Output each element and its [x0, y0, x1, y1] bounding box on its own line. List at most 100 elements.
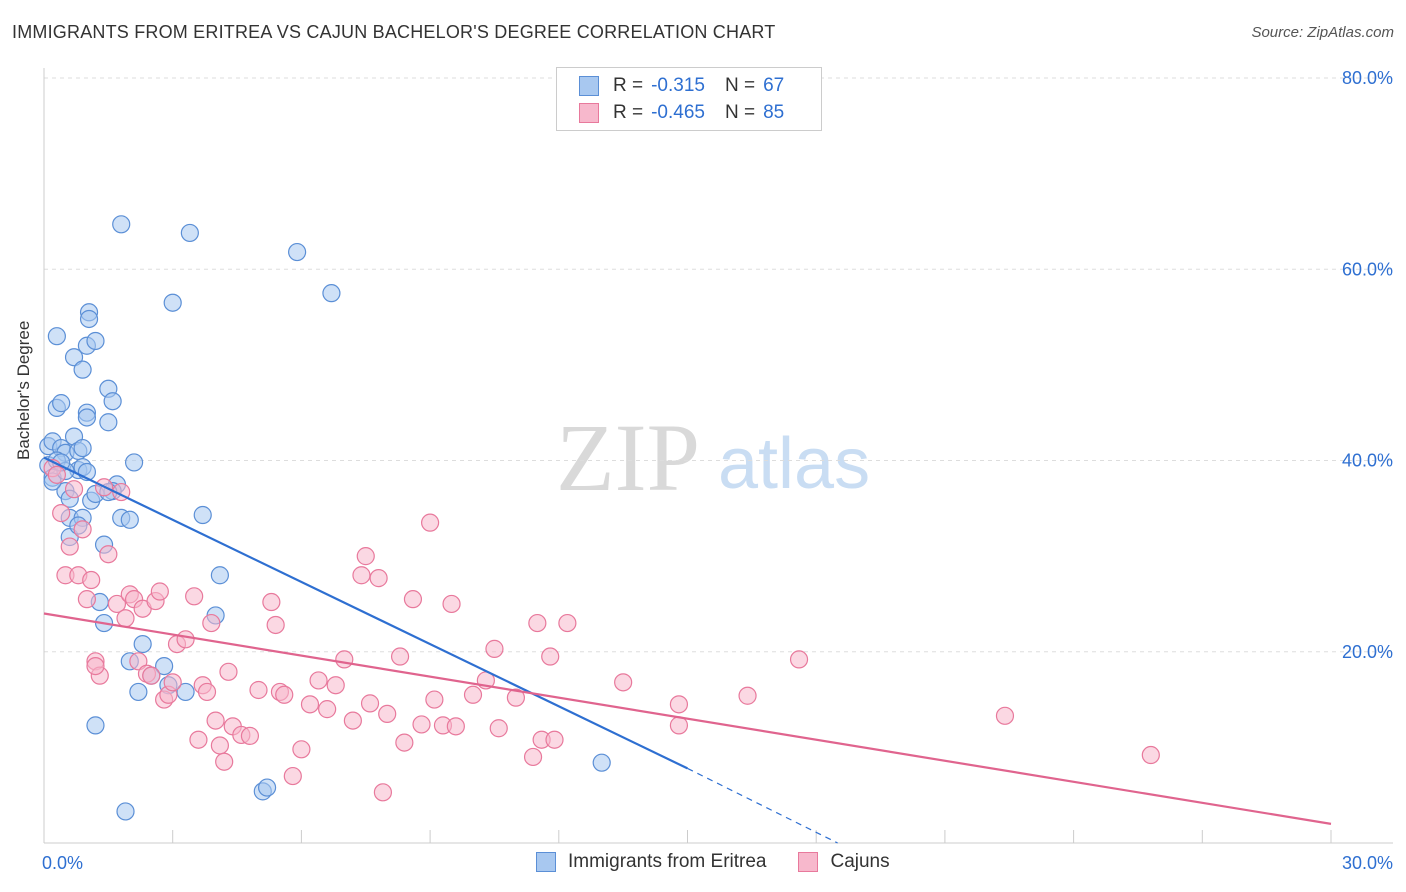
y-tick-label: 20.0% [1342, 642, 1393, 662]
point-cajuns [206, 711, 225, 730]
point-cajuns [309, 671, 328, 690]
point-cajuns [176, 630, 195, 649]
point-eritrea [322, 284, 341, 303]
point-cajuns [360, 694, 380, 713]
point-cajuns [86, 656, 105, 676]
point-cajuns [369, 569, 388, 588]
point-cajuns [189, 730, 208, 749]
point-eritrea [77, 408, 97, 427]
point-eritrea [592, 753, 611, 772]
point-cajuns [240, 726, 260, 746]
point-eritrea [47, 327, 66, 346]
x-tick-label-max: 30.0% [1342, 853, 1393, 873]
point-cajuns [395, 733, 414, 752]
point-cajuns [326, 676, 345, 695]
point-eritrea [86, 331, 105, 351]
series-swatch-eritrea [536, 852, 556, 872]
legend-r-value: -0.465 [651, 102, 705, 123]
point-cajuns [249, 680, 268, 700]
series-label-cajuns: Cajuns [830, 851, 890, 872]
correlation-legend: R = -0.315 N = 67 R = -0.465 N = 85 [556, 67, 822, 131]
chart-title: IMMIGRANTS FROM ERITREA VS CAJUN BACHELO… [12, 22, 776, 42]
point-eritrea [176, 682, 195, 702]
legend-r-value: -0.315 [651, 75, 705, 96]
point-eritrea [120, 510, 139, 529]
legend-swatch-eritrea [579, 76, 599, 96]
watermark-atlas: atlas [718, 424, 870, 504]
point-cajuns [116, 609, 135, 628]
point-cajuns [210, 736, 229, 755]
point-cajuns [163, 673, 182, 692]
point-cajuns [129, 652, 148, 671]
point-cajuns [489, 719, 508, 738]
point-eritrea [64, 348, 84, 367]
point-cajuns [421, 513, 440, 532]
point-eritrea [79, 309, 99, 329]
point-eritrea [129, 682, 148, 702]
point-cajuns [47, 465, 66, 484]
point-cajuns [446, 717, 465, 736]
tick-layer: 20.0% 40.0% 60.0% 80.0% 0.0% 30.0% [42, 68, 1393, 873]
point-eritrea [124, 453, 144, 472]
trend-layer [43, 456, 1332, 844]
chart-source: Source: ZipAtlas.com [1251, 24, 1394, 41]
point-cajuns [541, 647, 560, 666]
legend-row-cajuns: R = -0.465 N = 85 [579, 102, 784, 124]
point-cajuns [150, 582, 169, 601]
point-cajuns [73, 520, 92, 539]
legend-swatch-cajuns [579, 103, 599, 123]
point-eritrea [86, 716, 105, 735]
point-cajuns [292, 740, 311, 759]
point-cajuns [215, 752, 234, 771]
point-eritrea [112, 215, 131, 234]
legend-n-label: N = [724, 102, 756, 123]
point-eritrea [210, 566, 229, 585]
point-eritrea [73, 360, 92, 379]
point-eritrea [99, 413, 118, 432]
x-tick-label-min: 0.0% [42, 853, 83, 873]
point-cajuns [669, 716, 689, 735]
point-cajuns [107, 594, 127, 614]
point-eritrea [155, 656, 174, 676]
y-tick-label: 80.0% [1342, 68, 1393, 88]
watermark-zip: ZIP [556, 404, 700, 511]
point-cajuns [403, 590, 423, 609]
point-cajuns [142, 666, 161, 685]
point-cajuns [64, 480, 84, 499]
legend-n-label: N = [724, 75, 756, 96]
point-cajuns [185, 587, 204, 606]
point-cajuns [373, 783, 393, 802]
legend-row-eritrea: R = -0.315 N = 67 [579, 75, 784, 97]
point-cajuns [202, 613, 221, 633]
series-swatch-cajuns [798, 852, 819, 872]
point-eritrea [163, 293, 182, 312]
point-cajuns [1141, 745, 1160, 765]
point-eritrea [103, 392, 122, 411]
point-cajuns [77, 590, 97, 609]
point-eritrea [193, 505, 212, 525]
point-cajuns [300, 695, 320, 714]
point-cajuns [219, 662, 238, 681]
point-cajuns [485, 639, 504, 658]
axis-layer [43, 68, 1393, 844]
y-tick-label: 60.0% [1342, 259, 1393, 279]
series-legend-item-eritrea: Immigrants from Eritrea [536, 851, 766, 873]
point-cajuns [262, 592, 281, 612]
point-eritrea [257, 778, 277, 797]
point-cajuns [343, 711, 362, 730]
point-cajuns [266, 615, 285, 635]
point-cajuns [789, 650, 809, 669]
legend-n-value: 67 [763, 75, 785, 96]
legend-n-value: 85 [763, 102, 785, 123]
point-eritrea [52, 394, 71, 413]
trend-line-extension-eritrea [687, 767, 838, 844]
point-cajuns [356, 547, 375, 566]
point-cajuns [283, 766, 302, 786]
point-cajuns [995, 706, 1015, 725]
point-cajuns [442, 594, 461, 614]
point-cajuns [425, 690, 444, 709]
series-legend: Immigrants from Eritrea Cajuns [536, 851, 922, 873]
point-cajuns [275, 685, 294, 704]
series-label-eritrea: Immigrants from Eritrea [568, 851, 767, 872]
